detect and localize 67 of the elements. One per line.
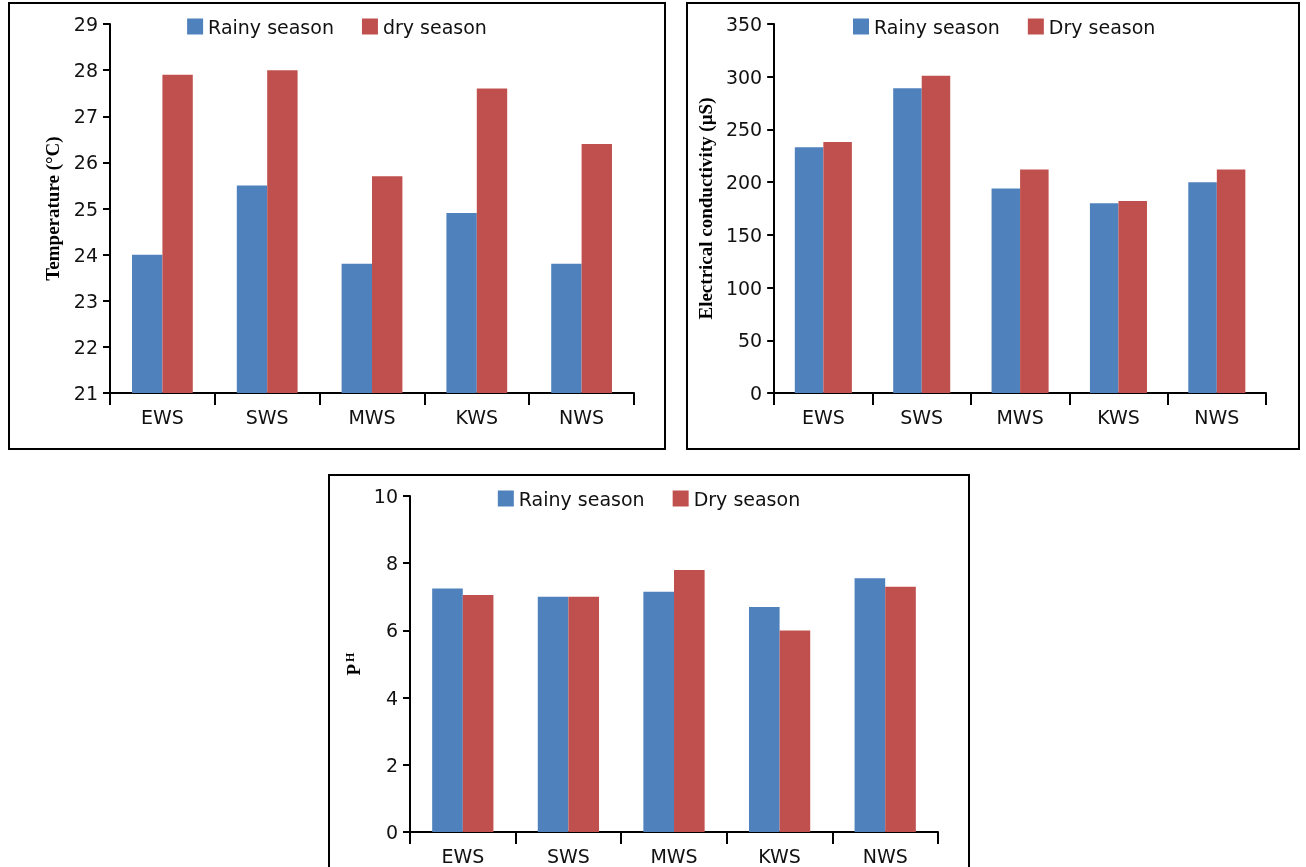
y-tick-label: 8 <box>385 552 398 575</box>
legend-label: Rainy season <box>874 15 1000 38</box>
legend-label: Rainy season <box>208 15 334 38</box>
y-tick-label: 23 <box>73 289 98 312</box>
bar <box>748 606 780 832</box>
x-tick-label: MWS <box>348 405 396 428</box>
y-tick-label: 2 <box>385 753 398 776</box>
bar <box>893 88 922 393</box>
bar <box>1020 169 1049 393</box>
bar <box>674 569 705 832</box>
y-tick-label: 25 <box>73 197 98 220</box>
y-tick-label: 10 <box>373 485 398 507</box>
x-tick-label: NWS <box>1194 405 1240 428</box>
x-tick-label: KWS <box>455 405 499 428</box>
bar <box>779 630 811 832</box>
x-tick-label: KWS <box>758 844 801 867</box>
bar <box>1118 201 1147 393</box>
y-tick-label: 27 <box>73 105 98 128</box>
legend-label: Rainy season <box>518 487 645 510</box>
x-tick-label: MWS <box>650 844 698 867</box>
bar <box>1089 203 1119 393</box>
x-tick-label: NWS <box>862 844 908 867</box>
y-tick-label: 0 <box>385 821 398 843</box>
bar <box>643 591 674 832</box>
bar <box>991 188 1021 393</box>
bar <box>568 596 600 832</box>
x-tick-label: KWS <box>1097 405 1140 428</box>
x-tick-label: NWS <box>559 405 605 428</box>
x-tick-label: SWS <box>546 844 590 867</box>
y-tick-label: 6 <box>385 619 398 642</box>
legend-label: Dry season <box>693 487 801 510</box>
y-axis-title: Electrical conductivity (µS) <box>695 97 717 320</box>
y-tick-label: 50 <box>737 329 763 352</box>
bar <box>1188 182 1217 393</box>
y-tick-label: 4 <box>385 686 398 709</box>
bar <box>921 75 951 393</box>
y-axis-title: PH <box>342 651 364 676</box>
y-tick-label: 24 <box>73 243 98 266</box>
bar <box>462 595 494 832</box>
x-tick-label: EWS <box>801 405 845 428</box>
x-tick-label: SWS <box>900 405 944 428</box>
legend-label: Dry season <box>1048 15 1156 38</box>
y-tick-label: 100 <box>725 276 763 299</box>
x-tick-label: EWS <box>441 844 485 867</box>
y-tick-label: 21 <box>73 382 98 404</box>
y-tick-label: 350 <box>725 13 763 35</box>
x-tick-label: SWS <box>245 405 289 428</box>
y-tick-label: 0 <box>750 382 763 404</box>
y-tick-label: 22 <box>73 335 98 358</box>
y-tick-label: 29 <box>73 13 98 35</box>
bar <box>432 588 463 832</box>
y-tick-label: 26 <box>73 151 98 174</box>
y-tick-label: 200 <box>725 171 763 194</box>
bar <box>854 578 886 832</box>
bar <box>885 586 916 832</box>
bar <box>1216 169 1246 393</box>
bar <box>823 142 852 393</box>
y-tick-label: 250 <box>725 118 763 141</box>
y-tick-label: 300 <box>725 65 763 88</box>
bar <box>537 596 569 832</box>
bar <box>794 147 824 393</box>
legend-label: dry season <box>382 15 487 38</box>
x-tick-label: MWS <box>996 405 1044 428</box>
y-tick-label: 150 <box>725 223 763 246</box>
y-tick-label: 28 <box>73 59 98 82</box>
y-axis-title: Temperature (°C) <box>42 136 64 281</box>
x-tick-label: EWS <box>140 405 184 428</box>
